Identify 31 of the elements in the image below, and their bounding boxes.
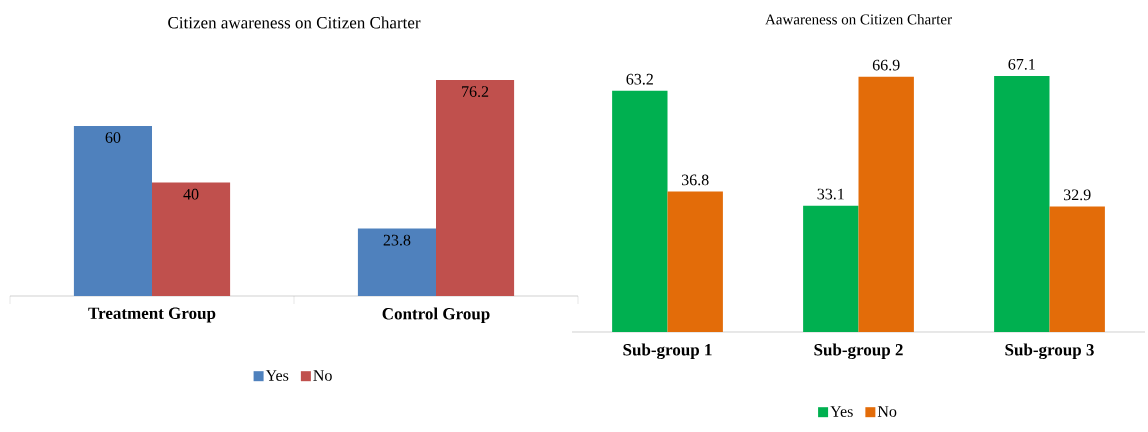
legend-label: Yes — [830, 406, 853, 417]
bar — [152, 182, 231, 296]
data-label: 36.8 — [681, 174, 709, 186]
chart-title: Aawareness on Citizen Charter — [765, 13, 952, 25]
bar — [858, 76, 914, 332]
x-tick-label: Sub-group 3 — [1005, 343, 1094, 360]
data-label: 23.8 — [383, 234, 411, 246]
data-label: 63.2 — [626, 73, 653, 85]
chart-title: Citizen awareness on Citizen Charter — [168, 16, 421, 29]
x-tick-label: Sub-group 1 — [623, 343, 712, 360]
data-label: 32.9 — [1063, 189, 1091, 201]
data-label: 33.1 — [817, 188, 844, 200]
bar — [667, 191, 723, 332]
data-label: 67.1 — [1008, 58, 1035, 70]
data-label: 60 — [105, 132, 121, 143]
data-label: 66.9 — [872, 59, 900, 71]
bar — [612, 90, 668, 332]
bar — [1049, 206, 1105, 332]
x-tick-label: Sub-group 2 — [814, 343, 903, 360]
data-label: 76.2 — [462, 86, 489, 98]
legend-label: Yes — [265, 370, 289, 381]
bar — [73, 125, 153, 296]
bar — [994, 75, 1050, 332]
bar — [436, 80, 515, 296]
legend-label: No — [313, 370, 332, 381]
bar — [357, 228, 437, 296]
x-tick-label: Treatment Group — [88, 307, 216, 323]
bar — [803, 205, 859, 332]
data-label: 40 — [183, 188, 199, 200]
x-tick-label: Control Group — [382, 307, 490, 323]
legend-label: No — [877, 406, 897, 417]
